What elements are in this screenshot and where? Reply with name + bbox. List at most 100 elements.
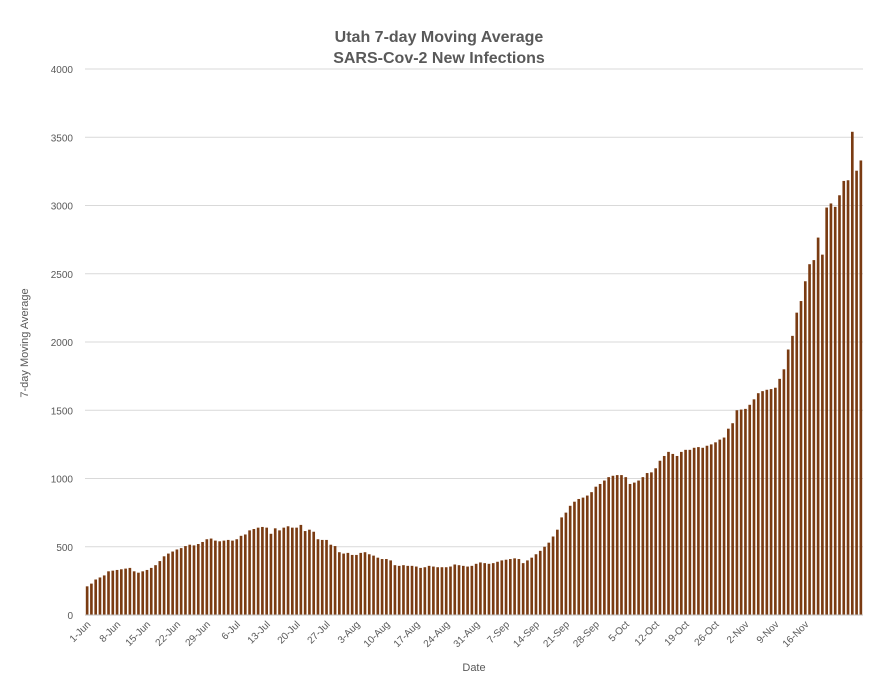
x-tick-label: 26-Oct — [693, 619, 722, 648]
bar — [231, 540, 234, 615]
bar — [748, 404, 752, 615]
x-tick-label: 12-Oct — [633, 619, 662, 648]
y-axis-title: 7-day Moving Average — [19, 288, 31, 397]
bar — [201, 541, 204, 615]
y-tick-label: 1500 — [51, 406, 74, 417]
bar — [470, 565, 474, 615]
x-tick-label: 20-Jul — [276, 619, 303, 646]
bar — [423, 567, 427, 615]
bar — [444, 567, 448, 615]
bar — [526, 560, 529, 615]
bar — [239, 535, 243, 615]
bar — [252, 529, 256, 615]
bar — [380, 559, 384, 615]
bar — [598, 483, 602, 615]
bar — [214, 540, 217, 615]
bar — [149, 567, 153, 615]
bar — [628, 483, 632, 615]
bar — [487, 563, 491, 615]
bar — [850, 131, 854, 616]
bar — [124, 568, 127, 615]
bar — [273, 528, 277, 615]
x-tick-label: 31-Aug — [452, 619, 483, 650]
bar — [671, 453, 675, 615]
bar — [624, 477, 628, 615]
bar — [248, 530, 251, 615]
x-tick-label: 3-Aug — [336, 619, 363, 646]
bar — [320, 539, 324, 615]
bar — [184, 546, 187, 615]
bar — [761, 391, 764, 615]
bar — [128, 567, 132, 615]
bar — [226, 539, 230, 615]
bar — [167, 553, 170, 615]
bar — [504, 559, 508, 615]
bar — [265, 527, 269, 615]
bar — [222, 540, 226, 615]
bar — [705, 445, 709, 615]
x-tick-label: 28-Sep — [571, 619, 602, 650]
bar — [568, 505, 572, 615]
bars — [85, 131, 863, 616]
bar — [338, 552, 341, 615]
x-tick-labels: 1-Jun 8-Jun 15-Jun 22-Jun 29-Jun 6-Jul 13-Jul 2… — [68, 619, 812, 650]
bar — [855, 170, 858, 615]
bar — [282, 527, 286, 615]
x-tick-label: 5-Oct — [607, 619, 632, 644]
bar — [611, 475, 615, 615]
y-tick-label: 1000 — [51, 475, 74, 486]
bar — [662, 455, 666, 615]
chart-subtitle: SARS-Cov-2 New Infections — [333, 50, 545, 67]
bar — [312, 531, 316, 615]
bar — [410, 565, 414, 615]
bar — [115, 569, 119, 615]
bar — [859, 160, 863, 615]
bar — [376, 557, 380, 615]
bar — [714, 442, 717, 615]
bar — [141, 571, 145, 615]
bar — [474, 563, 478, 615]
bar — [192, 545, 196, 615]
bar — [479, 562, 482, 615]
bar — [466, 566, 469, 615]
bar — [846, 180, 850, 615]
x-tick-label: 15-Jun — [124, 619, 153, 648]
bar — [290, 527, 294, 615]
bar — [325, 539, 328, 615]
y-tick-label: 2000 — [51, 338, 74, 349]
bar — [769, 389, 773, 615]
bar — [654, 468, 658, 615]
bar — [581, 497, 585, 615]
bar — [722, 437, 726, 615]
bar — [829, 203, 833, 615]
bar — [752, 399, 756, 615]
bar — [590, 492, 593, 615]
bar — [744, 408, 747, 615]
x-tick-label: 24-Aug — [422, 619, 453, 650]
bar — [389, 560, 392, 615]
x-tick-label: 6-Jul — [220, 619, 243, 642]
bar — [577, 498, 581, 615]
x-tick-label: 17-Aug — [392, 619, 423, 650]
bar — [308, 529, 311, 615]
bar — [154, 565, 157, 615]
bar — [517, 559, 521, 615]
x-tick-label: 22-Jun — [154, 619, 183, 648]
bar — [803, 281, 807, 615]
bar — [816, 237, 820, 615]
bar — [269, 533, 273, 615]
bar — [402, 565, 405, 615]
bar — [812, 260, 816, 615]
bar — [427, 565, 431, 615]
bar — [782, 369, 786, 615]
y-tick-label: 500 — [56, 543, 73, 554]
bar — [543, 546, 546, 615]
bar — [205, 539, 209, 615]
bar — [667, 451, 670, 615]
x-tick-label: 16-Nov — [781, 619, 812, 650]
bar — [658, 460, 662, 615]
bar — [756, 393, 760, 615]
chart-title: Utah 7-day Moving Average — [334, 29, 544, 46]
bar — [560, 517, 563, 615]
bar — [556, 529, 559, 615]
